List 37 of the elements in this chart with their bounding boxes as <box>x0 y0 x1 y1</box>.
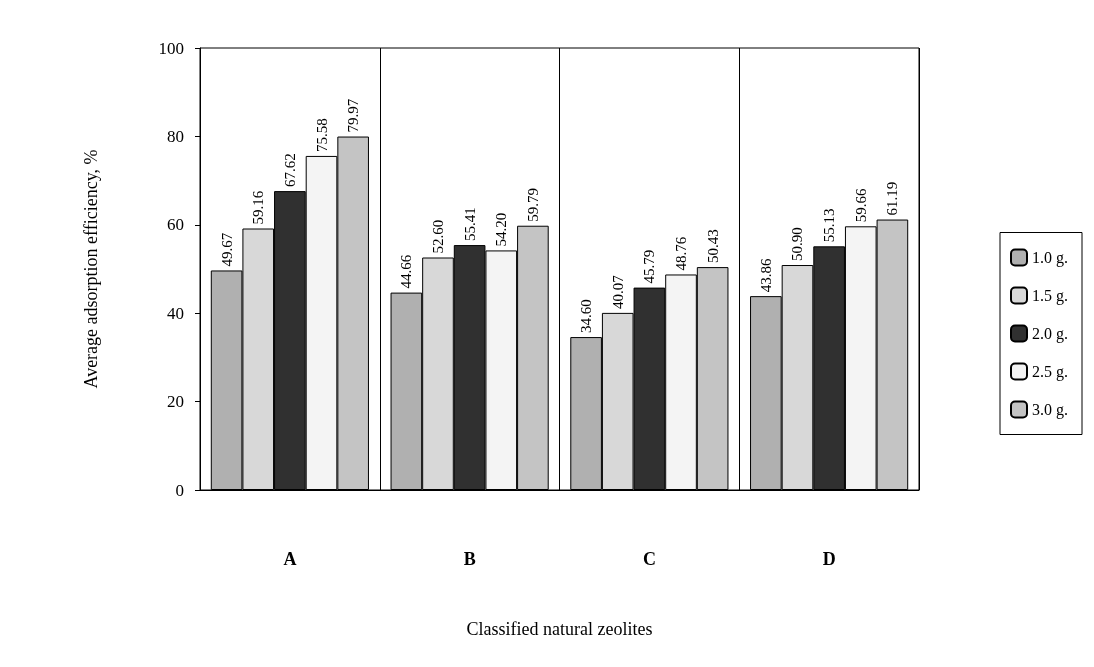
data-label: 48.76 <box>673 236 690 271</box>
y-tick-label: 20 <box>167 392 184 412</box>
data-label: 75.58 <box>313 118 330 152</box>
data-label: 59.16 <box>250 190 267 225</box>
x-tick-label: B <box>463 549 476 569</box>
x-tick-label: C <box>642 549 656 569</box>
y-tick-label: 0 <box>175 480 184 500</box>
data-label: 44.66 <box>398 254 415 289</box>
data-label: 43.86 <box>757 257 774 293</box>
y-tick-label: 40 <box>167 303 184 323</box>
y-tick-label: 100 <box>158 38 184 58</box>
data-label: 52.60 <box>429 219 446 254</box>
data-label: 50.43 <box>704 229 721 264</box>
legend-label: 2.0 g. <box>1032 325 1068 343</box>
legend-label: 2.5 g. <box>1032 363 1068 381</box>
legend-label: 1.0 g. <box>1032 249 1068 267</box>
data-label: 34.60 <box>578 299 595 334</box>
data-label: 59.79 <box>524 187 541 222</box>
data-label: 45.79 <box>641 249 658 284</box>
x-tick-label: A <box>283 549 297 569</box>
x-axis-title: Classified natural zeolites <box>466 619 653 639</box>
data-label: 61.19 <box>884 181 901 216</box>
data-label: 54.20 <box>493 212 510 247</box>
data-label: 55.41 <box>461 207 478 242</box>
x-tick-label: D <box>822 549 836 569</box>
y-tick-label: 60 <box>167 215 184 235</box>
data-label: 59.66 <box>852 188 869 223</box>
data-label: 67.62 <box>281 153 298 188</box>
data-label: 50.90 <box>789 227 806 262</box>
y-axis-title: Average adsorption efficiency, % <box>81 149 101 389</box>
y-tick-label: 80 <box>167 126 184 146</box>
legend-label: 3.0 g. <box>1032 401 1068 419</box>
data-label: 55.13 <box>821 208 838 243</box>
data-label: 49.67 <box>218 232 235 267</box>
data-label: 40.07 <box>609 274 626 309</box>
legend-label: 1.5 g. <box>1032 287 1068 305</box>
data-label: 79.97 <box>345 98 362 133</box>
